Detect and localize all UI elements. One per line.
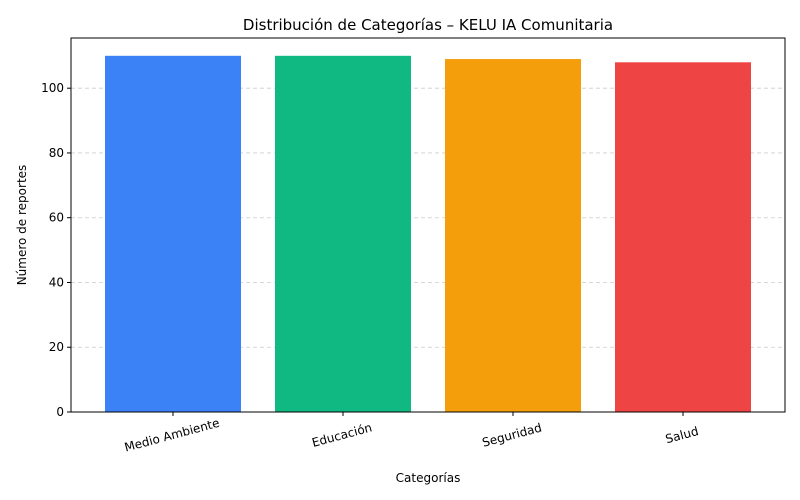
y-tick-label: 40	[49, 275, 64, 289]
y-axis-label: Número de reportes	[15, 165, 29, 286]
x-axis-ticks: Medio Ambiente Educación Seguridad Salud	[123, 412, 700, 455]
bar	[105, 55, 241, 413]
y-tick-label: 0	[56, 405, 64, 419]
bar-layer	[105, 55, 751, 413]
bar	[445, 59, 581, 413]
x-tick-label: Educación	[310, 420, 373, 449]
x-tick-label: Seguridad	[481, 420, 544, 449]
x-tick-label: Medio Ambiente	[123, 416, 221, 455]
y-axis-ticks: 0 20 40 60 80 100	[41, 81, 71, 419]
chart-title: Distribución de Categorías – KELU IA Com…	[243, 16, 613, 34]
y-tick-label: 60	[49, 211, 64, 225]
plot-frame	[70, 37, 786, 413]
bar	[275, 55, 411, 413]
y-tick-label: 80	[49, 146, 64, 160]
y-tick-label: 100	[41, 81, 64, 95]
x-tick-label: Salud	[664, 424, 700, 446]
bar	[615, 62, 751, 413]
y-tick-label: 20	[49, 340, 64, 354]
x-axis-label: Categorías	[396, 471, 461, 485]
